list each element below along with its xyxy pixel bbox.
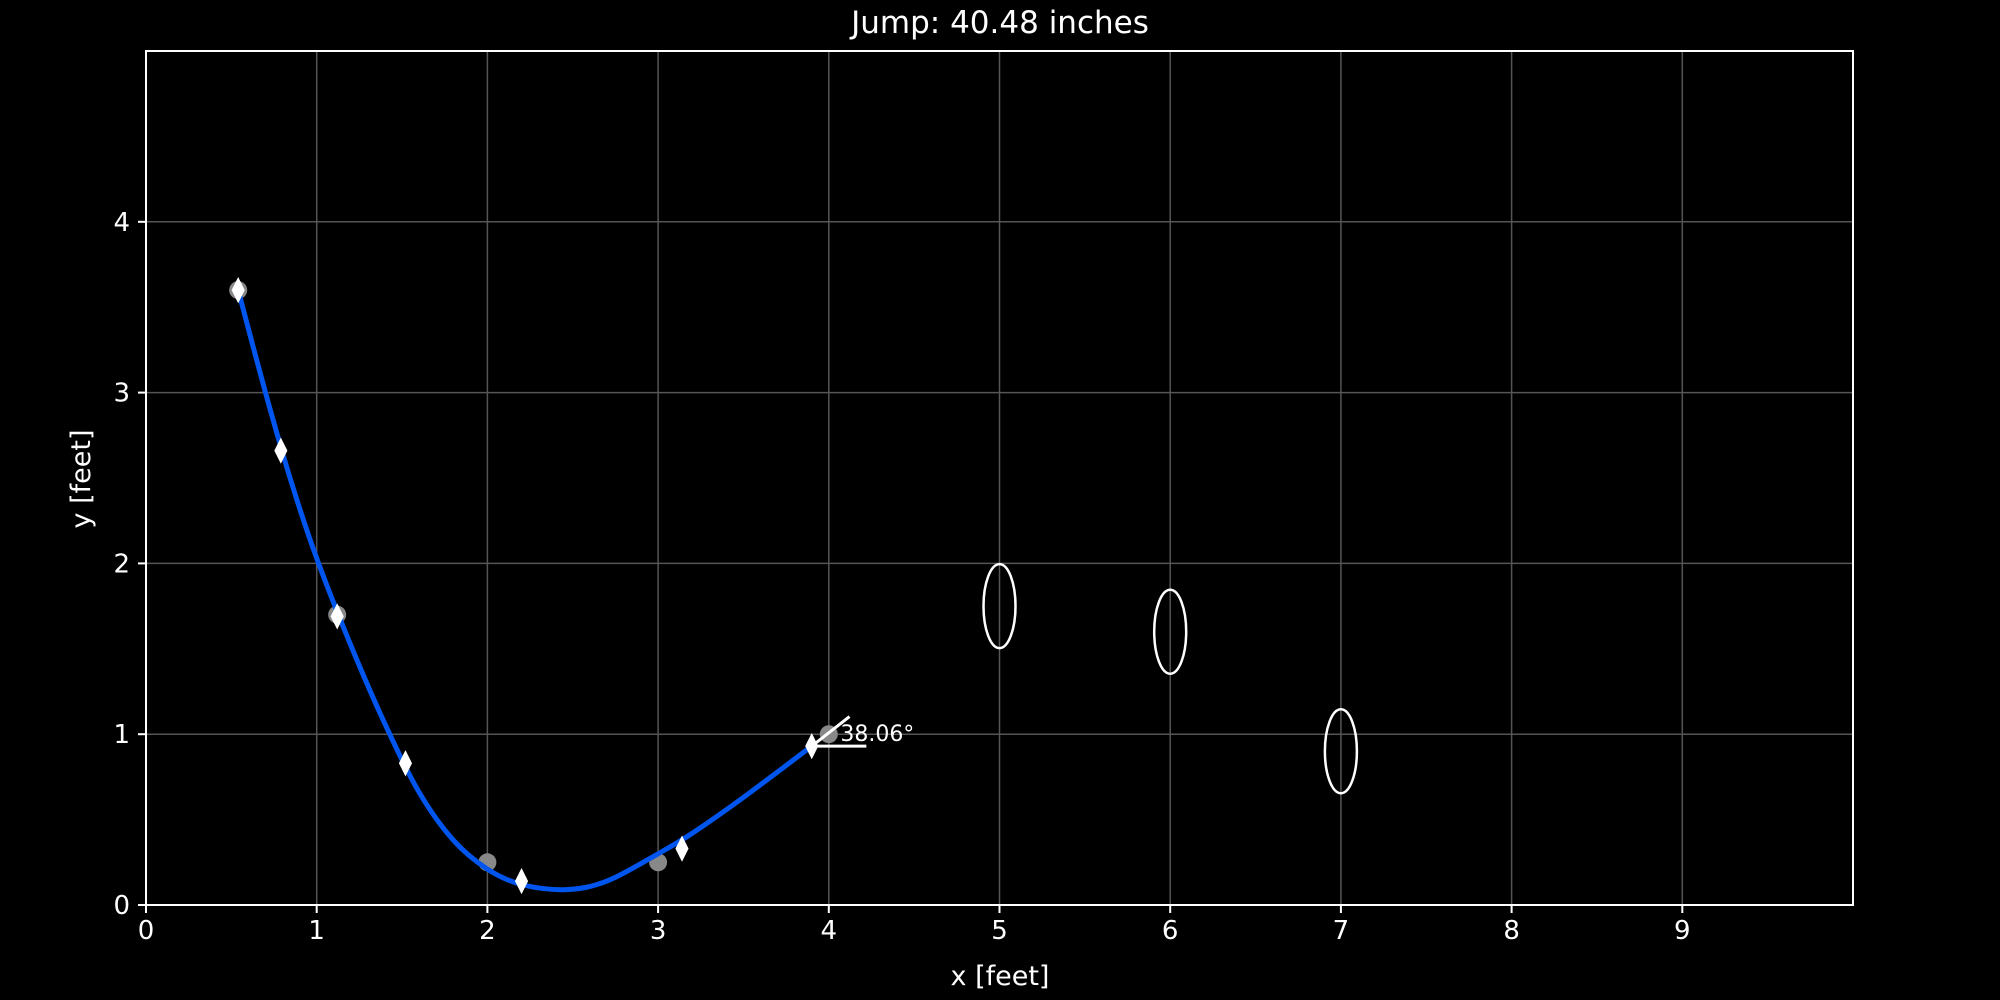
fit-curve	[235, 287, 815, 893]
y-tick-label: 1	[113, 720, 130, 750]
hoop-ellipse	[982, 562, 1017, 650]
x-tick-label: 8	[1503, 916, 1520, 946]
diamond-marker	[514, 867, 529, 895]
diamond-marker	[675, 835, 689, 862]
plot-series	[229, 277, 1359, 895]
x-tick-label: 7	[1333, 916, 1350, 946]
annotations: 38.06°	[810, 715, 914, 748]
diamond-marker	[274, 437, 288, 464]
launch-angle-line	[810, 715, 851, 748]
diamond-marker	[330, 603, 344, 630]
x-tick-label: 6	[1162, 916, 1179, 946]
y-tick-label: 4	[113, 208, 130, 238]
x-tick-label: 0	[138, 916, 155, 946]
diamond-marker	[398, 750, 413, 777]
x-tick-label: 3	[650, 916, 667, 946]
x-axis-label: x [feet]	[951, 961, 1050, 992]
x-tick-label: 2	[479, 916, 496, 946]
x-tick-label: 1	[308, 916, 325, 946]
y-tick-label: 3	[113, 379, 130, 409]
y-tick-label: 2	[113, 549, 130, 579]
hoop-ellipse	[1152, 588, 1188, 675]
x-tick-label: 9	[1674, 916, 1691, 946]
y-tick-label: 0	[113, 891, 130, 921]
angle-annotation: 38.06°	[840, 722, 914, 747]
chart-title: Jump: 40.48 inches	[849, 5, 1149, 41]
x-tick-label: 4	[821, 916, 838, 946]
x-tick-label: 5	[991, 916, 1008, 946]
ticks: 0 1 2 3 4 5 6 7 8 9 0 1 2 3 4	[113, 208, 1690, 946]
y-axis-label: y [feet]	[66, 430, 97, 529]
diamond-marker	[231, 277, 245, 304]
hoop-ellipse	[1323, 708, 1359, 795]
